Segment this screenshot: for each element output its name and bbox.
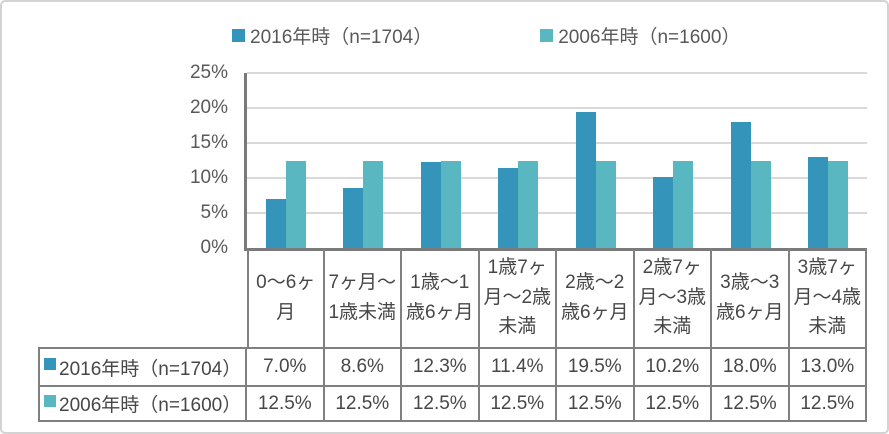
category-cell: 3歳7ヶ月～4歳未満 <box>790 248 867 347</box>
value-cell: 13.0% <box>789 347 867 385</box>
bar-series-2[interactable] <box>440 160 461 248</box>
category-cell: 2歳～2歳6ヶ月 <box>557 248 635 347</box>
value-cell: 12.5% <box>634 385 712 422</box>
plot-area <box>244 72 867 251</box>
value-cell: 12.5% <box>479 385 557 422</box>
category-cell: 3歳～3歳6ヶ月 <box>712 248 790 347</box>
legend-swatch-2016-icon <box>232 29 245 42</box>
bar-series-2[interactable] <box>750 160 771 248</box>
value-cell: 12.5% <box>789 385 867 422</box>
bar-series-2[interactable] <box>518 160 539 248</box>
table-row-swatch-icon <box>44 358 56 370</box>
value-cell: 11.4% <box>479 347 557 385</box>
value-cell: 12.3% <box>402 347 480 385</box>
bar-series-1[interactable] <box>265 199 286 248</box>
bar-series-1[interactable] <box>498 168 519 248</box>
bar-series-1[interactable] <box>653 176 674 248</box>
gridline <box>247 177 867 179</box>
value-cell: 8.6% <box>324 347 402 385</box>
bar-series-2[interactable] <box>285 160 306 248</box>
gridline <box>247 212 867 214</box>
value-cell: 10.2% <box>634 347 712 385</box>
table-corner <box>38 248 247 347</box>
legend-label-2016: 2016年時（n=1704） <box>250 27 433 48</box>
category-cell: 2歳7ヶ月～3歳未満 <box>635 248 712 347</box>
table-row-header: 2006年時（n=1600） <box>38 385 247 422</box>
value-cell: 12.5% <box>402 385 480 422</box>
legend-item-2016[interactable]: 2016年時（n=1704） <box>232 22 432 49</box>
chart-legend: 2016年時（n=1704） 2006年時（n=1600） <box>232 22 740 49</box>
legend-item-2006[interactable]: 2006年時（n=1600） <box>540 22 740 49</box>
bar-series-1[interactable] <box>808 157 829 248</box>
value-cell: 12.5% <box>712 385 790 422</box>
y-tick-label: 15% <box>189 132 228 153</box>
bar-series-1[interactable] <box>575 111 596 248</box>
table-row-label: 2006年時（n=1600） <box>59 395 242 416</box>
table-row-swatch-icon <box>44 394 56 407</box>
y-tick-label: 5% <box>200 202 228 223</box>
value-cell: 7.0% <box>247 347 325 385</box>
table-row-label: 2016年時（n=1704） <box>59 358 242 380</box>
gridline <box>247 72 867 74</box>
category-cell: 7ヶ月～1歳未満 <box>325 248 402 347</box>
value-cell: 12.5% <box>557 385 635 422</box>
value-cell: 19.5% <box>557 347 635 385</box>
bar-series-2[interactable] <box>363 160 384 248</box>
legend-label-2006: 2006年時（n=1600） <box>558 27 741 48</box>
bar-series-1[interactable] <box>420 161 441 248</box>
y-tick-label: 0% <box>200 237 228 258</box>
data-table: 0～6ヶ月 7ヶ月～1歳未満 1歳～1歳6ヶ月 1歳7ヶ月～2歳未満 2歳～2歳6ヶ月 2… <box>38 248 867 422</box>
bar-series-2[interactable] <box>828 160 849 248</box>
value-cell: 12.5% <box>247 385 325 422</box>
category-cell: 1歳～1歳6ヶ月 <box>402 248 480 347</box>
category-cell: 0～6ヶ月 <box>247 248 325 347</box>
gridline <box>247 142 867 144</box>
y-tick-label: 25% <box>189 62 228 83</box>
y-tick-label: 10% <box>189 167 228 188</box>
bar-series-2[interactable] <box>673 160 694 248</box>
gridline <box>247 107 867 109</box>
value-cell: 18.0% <box>712 347 790 385</box>
table-row-header: 2016年時（n=1704） <box>38 347 247 385</box>
legend-swatch-2006-icon <box>540 29 554 42</box>
bar-series-1[interactable] <box>343 187 364 248</box>
value-cell: 12.5% <box>324 385 402 422</box>
y-tick-label: 20% <box>189 97 228 118</box>
y-axis-line <box>244 73 247 250</box>
bar-series-2[interactable] <box>595 160 616 248</box>
bar-series-1[interactable] <box>730 122 751 248</box>
y-axis-labels: 0% 5% 10% 15% 20% 25% <box>2 62 228 258</box>
category-cell: 1歳7ヶ月～2歳未満 <box>480 248 557 347</box>
